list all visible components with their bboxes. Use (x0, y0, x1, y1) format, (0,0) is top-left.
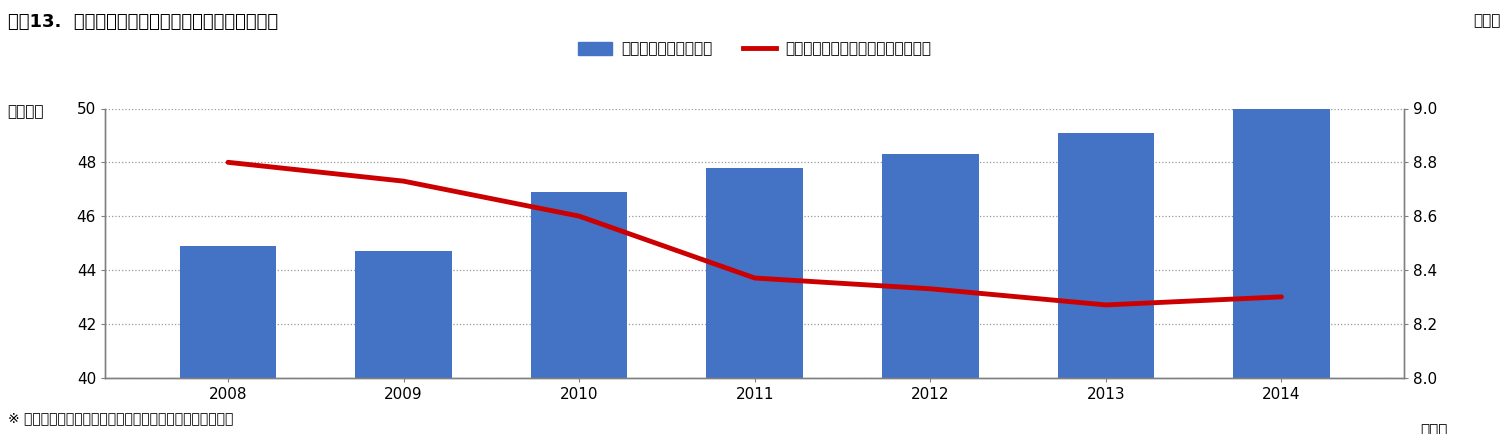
Legend: 転院搬送件数（左軸）, 救急搬送全体に占める割合（右軸）: 転院搬送件数（左軸）, 救急搬送全体に占める割合（右軸） (572, 36, 937, 62)
Bar (356, 251, 452, 434)
Bar (706, 168, 804, 434)
Bar (1057, 133, 1154, 434)
Bar (1233, 108, 1329, 434)
Text: 図表13.  転院搬送件数と救急搬送全体に占める割合: 図表13. 転院搬送件数と救急搬送全体に占める割合 (8, 13, 278, 31)
Text: （％）: （％） (1473, 13, 1500, 28)
Text: （年）: （年） (1419, 423, 1448, 434)
Text: （万件）: （万件） (8, 104, 44, 119)
Bar (180, 246, 276, 434)
Bar (530, 192, 628, 434)
Text: ※ 「救急・救助の現況」（総務省消防庁）より、筆者作成: ※ 「救急・救助の現況」（総務省消防庁）より、筆者作成 (8, 411, 233, 425)
Bar (882, 154, 979, 434)
